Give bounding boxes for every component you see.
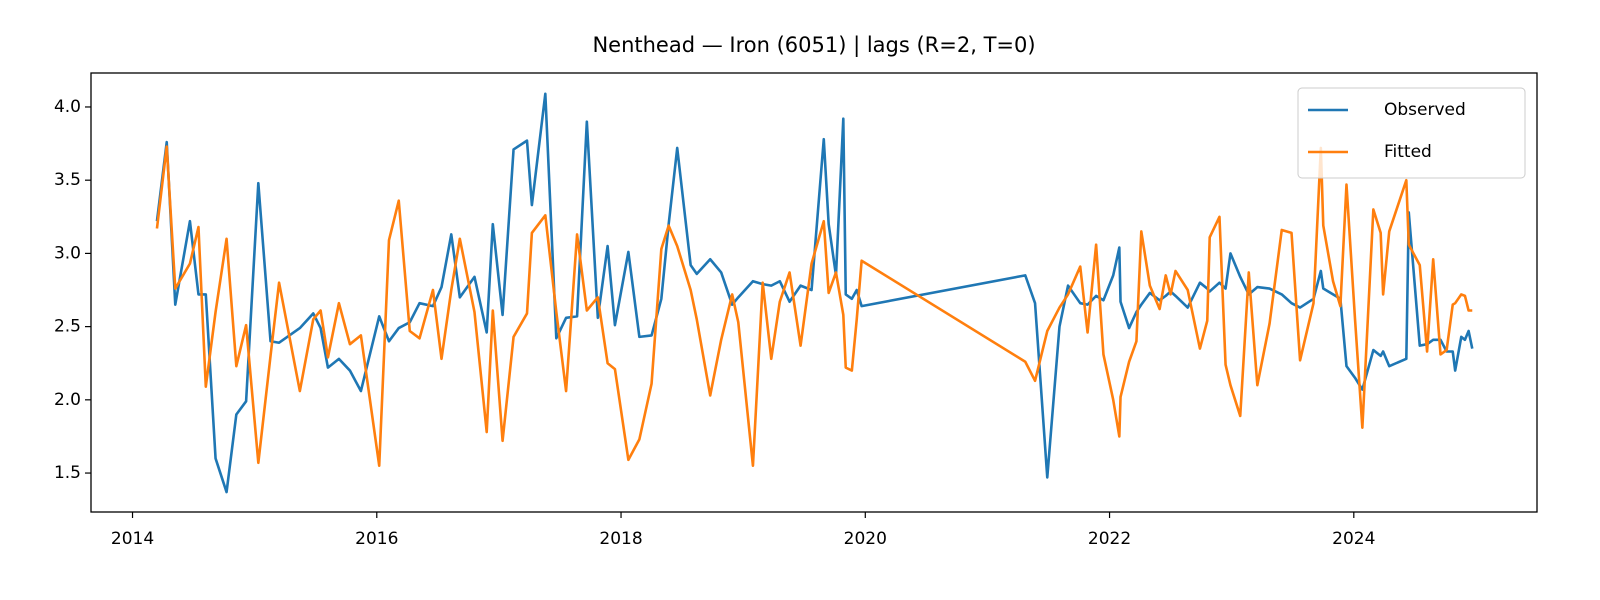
- legend-box: [1297, 87, 1526, 179]
- y-tick-label: 3.5: [54, 170, 81, 190]
- x-tick-label: 2014: [111, 529, 154, 549]
- y-tick-label: 2.0: [54, 390, 81, 410]
- data-line: [155, 92, 1474, 494]
- legend-label: Fitted: [1384, 142, 1432, 162]
- y-tick-label: 4.0: [54, 97, 81, 117]
- chart-title: Nenthead — Iron (6051) | lags (R=2, T=0): [592, 33, 1035, 58]
- legend-label: Observed: [1384, 100, 1466, 120]
- data-line: [155, 145, 1473, 468]
- x-tick-label: 2022: [1088, 529, 1131, 549]
- legend: Observed Fitted: [1297, 87, 1526, 179]
- x-tick-label: 2020: [844, 529, 887, 549]
- y-tick-label: 1.5: [54, 463, 81, 483]
- x-tick-label: 2016: [355, 529, 398, 549]
- y-tick-label: 2.5: [54, 317, 81, 337]
- y-tick-label: 3.0: [54, 243, 81, 263]
- plot-frame: [90, 72, 1538, 513]
- x-tick-label: 2024: [1332, 529, 1375, 549]
- x-tick-label: 2018: [599, 529, 642, 549]
